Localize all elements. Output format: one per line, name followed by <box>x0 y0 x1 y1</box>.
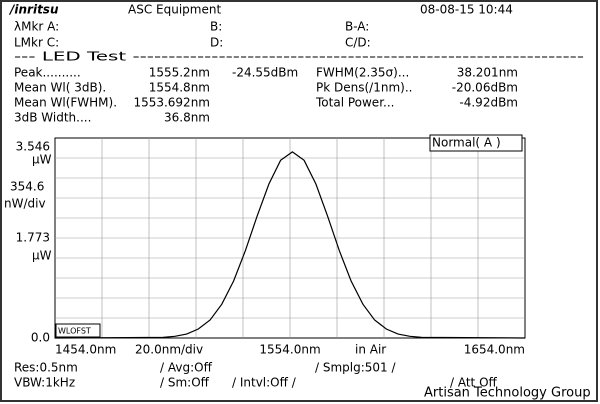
marker-c: LMkr C: <box>14 36 59 50</box>
result-cell: FWHM(2.35σ)... <box>316 66 409 80</box>
result-cell: Mean Wl(FWHM). <box>14 96 117 110</box>
result-cell: 36.8nm <box>164 111 210 125</box>
offset-box <box>55 323 101 338</box>
result-cell: 3dB Width.... <box>14 111 91 125</box>
avg: / Avg:Off <box>160 361 213 375</box>
marker-cd: C/D: <box>345 36 371 50</box>
result-cell: -20.06dBm <box>452 81 518 95</box>
result-cell: -4.92dBm <box>459 96 518 110</box>
x-tick-label: 1554.0nm <box>259 343 320 357</box>
x-tick-label: 1654.0nm <box>464 343 525 357</box>
datetime: 08-08-15 10:44 <box>420 3 513 17</box>
marker-b: B: <box>210 20 222 34</box>
mode: Normal( A ) <box>432 136 501 150</box>
result-cell: -24.55dBm <box>232 66 298 80</box>
y-div: 354.6 <box>10 180 44 194</box>
result-cell: Peak.......... <box>14 66 81 80</box>
marker-ba: B-A: <box>345 20 369 34</box>
result-cell: 1553.692nm <box>133 96 210 110</box>
sm: / Sm:Off <box>160 376 210 390</box>
y-unit: µW <box>32 153 52 167</box>
y-unit: µW <box>32 249 52 263</box>
y-tick-label: 3.546 <box>16 140 50 154</box>
logo: /inritsu <box>8 3 59 17</box>
result-cell: Pk Dens(/1nm).. <box>316 81 412 95</box>
offset-label: WLOFST <box>58 327 91 336</box>
section-title: --- LED Test ---------------------------… <box>14 50 584 64</box>
res: Res:0.5nm <box>14 361 78 375</box>
watermark: Artisan Technology Group <box>424 386 591 401</box>
x-tick-label: 1454.0nm <box>55 343 116 357</box>
result-cell: 1554.8nm <box>149 81 210 95</box>
y-tick-label: 1.773 <box>16 231 50 245</box>
smplg: / Smplg:501 / <box>315 361 396 375</box>
result-cell: 1555.2nm <box>149 66 210 80</box>
intvl: / Intvl:Off / <box>232 376 297 390</box>
mode-box <box>429 134 523 152</box>
result-cell: 38.201nm <box>457 66 518 80</box>
vbw: VBW:1kHz <box>14 376 75 390</box>
result-cell: Total Power... <box>315 96 394 110</box>
medium: in Air <box>355 343 386 357</box>
x-div: 20.0nm/div <box>135 343 203 357</box>
title: ASC Equipment <box>128 3 221 17</box>
trace <box>54 151 526 339</box>
y-tick-label: 0.0 <box>31 331 50 345</box>
att: / Att Off <box>450 376 498 390</box>
marker-a: λMkr A: <box>14 20 59 34</box>
result-cell: Mean Wl( 3dB). <box>14 81 106 95</box>
marker-d: D: <box>210 36 223 50</box>
y-div-unit: nW/div <box>4 197 46 211</box>
